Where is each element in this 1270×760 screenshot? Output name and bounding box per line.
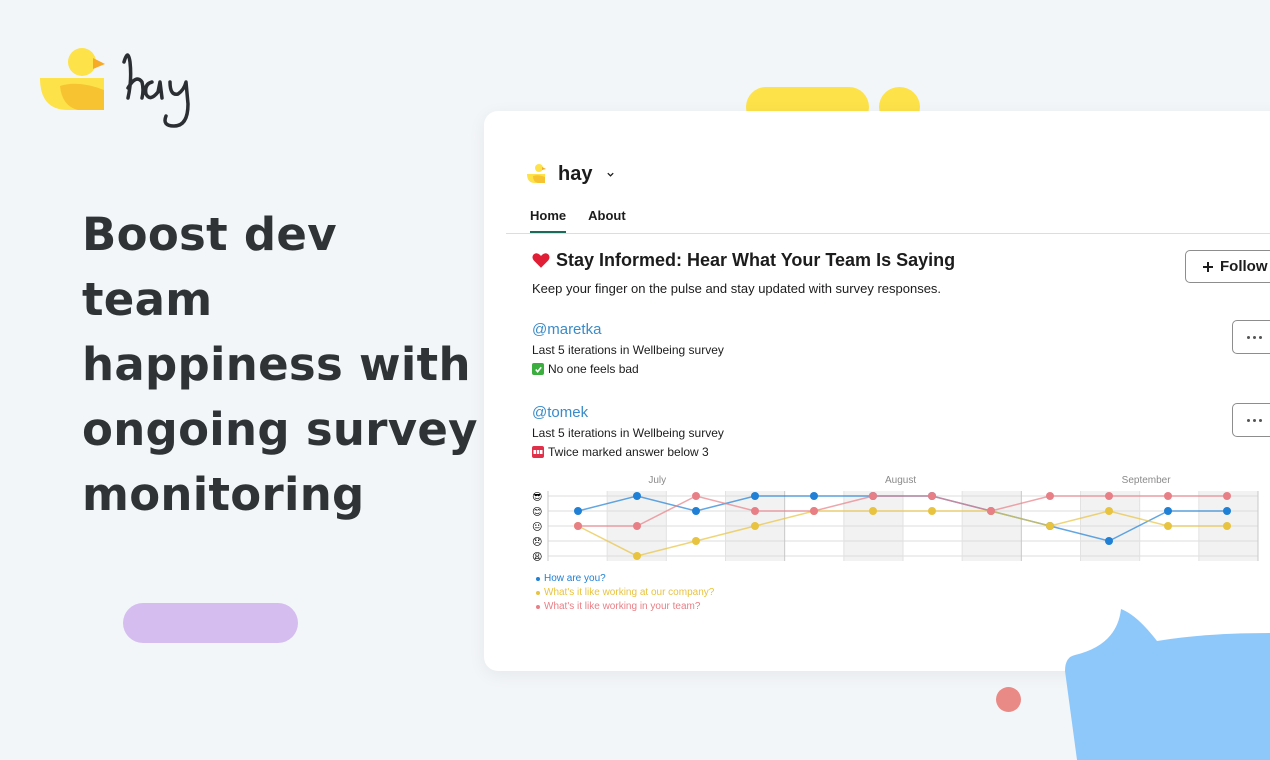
decor-speech-bubble: [1065, 609, 1270, 760]
section-title-text: Stay Informed: Hear What Your Team Is Sa…: [556, 250, 956, 270]
ellipsis-icon: [1247, 418, 1250, 422]
legend-label: How are you?: [544, 573, 606, 584]
chart-point: [1164, 492, 1172, 500]
duck-icon: [40, 48, 105, 110]
duck-icon: [527, 164, 546, 183]
chart-point: [692, 537, 700, 545]
legend-dot: [536, 591, 540, 595]
legend-item: What's it like working at our company?: [536, 586, 714, 600]
app-card: hay Home About Stay Informed: Hear What …: [484, 111, 1270, 671]
check-icon: [532, 363, 544, 375]
chart-point: [692, 492, 700, 500]
legend-item: What's it like working in your team?: [536, 600, 714, 614]
heart-icon: [532, 253, 550, 268]
chart-point: [869, 507, 877, 515]
entry-status-text: Twice marked answer below 3: [548, 445, 709, 459]
chart-point: [810, 507, 818, 515]
app-name: hay: [558, 162, 593, 185]
chart-point: [987, 507, 995, 515]
chart-point: [810, 492, 818, 500]
chart-point: [1164, 522, 1172, 530]
chart-point: [692, 507, 700, 515]
entry-status-text: No one feels bad: [548, 362, 639, 376]
chart-point: [928, 492, 936, 500]
legend-dot: [536, 605, 540, 609]
user-link-maretka[interactable]: @maretka: [532, 321, 602, 338]
user-link-tomek[interactable]: @tomek: [532, 404, 589, 421]
legend-label: What's it like working at our company?: [544, 587, 715, 598]
chart-point: [869, 492, 877, 500]
legend-item: How are you?: [536, 572, 714, 586]
chart-point: [1105, 537, 1113, 545]
entry-status: No one feels bad: [532, 362, 724, 376]
chart-month-label: August: [885, 475, 916, 486]
entry-description: Last 5 iterations in Wellbeing survey: [532, 426, 724, 440]
legend-dot: [536, 577, 540, 581]
legend-label: What's it like working in your team?: [544, 601, 701, 612]
survey-line-chart: July August September 😎 😊 😐 😞 😩: [532, 475, 1259, 563]
chart-point: [633, 492, 641, 500]
decor-red-dot: [996, 687, 1021, 712]
chart-y-tick: 😞: [532, 537, 542, 548]
chart-point: [751, 492, 759, 500]
follow-button[interactable]: Follow: [1185, 250, 1270, 283]
chart-point: [1105, 507, 1113, 515]
chart-series-line-2: [578, 495, 1227, 527]
chart-point: [633, 522, 641, 530]
chart-point: [928, 507, 936, 515]
workspace-switcher[interactable]: hay: [526, 159, 615, 189]
more-options-button[interactable]: [1232, 320, 1270, 354]
chart-y-tick: 😩: [532, 552, 542, 563]
sos-icon: [532, 446, 544, 458]
chart-point: [751, 522, 759, 530]
chart-point: [1223, 507, 1231, 515]
chart-y-tick: 😐: [532, 522, 542, 533]
chart-legend: How are you? What's it like working at ou…: [536, 572, 714, 614]
chart-point: [574, 522, 582, 530]
more-options-button[interactable]: [1232, 403, 1270, 437]
chart-series-line-1: [577, 510, 1227, 557]
headline: Boost dev team happiness with ongoing su…: [82, 208, 478, 521]
chart-point: [1164, 507, 1172, 515]
section-title: Stay Informed: Hear What Your Team Is Sa…: [532, 250, 955, 271]
tab-bar: Home About: [530, 208, 626, 233]
tab-about[interactable]: About: [588, 208, 626, 223]
entry-status: Twice marked answer below 3: [532, 445, 724, 459]
chart-point: [633, 552, 641, 560]
chart-month-label: September: [1122, 475, 1172, 486]
chart-point: [751, 507, 759, 515]
chevron-down-icon: [607, 172, 615, 177]
chart-y-tick: 😊: [532, 507, 542, 518]
follow-label: Follow: [1220, 258, 1268, 275]
ellipsis-icon: [1247, 335, 1250, 339]
chart-month-label: July: [648, 475, 666, 486]
chart-y-tick: 😎: [532, 492, 542, 503]
tab-divider: [506, 233, 1270, 234]
chart-point: [1105, 492, 1113, 500]
chart-point: [574, 507, 582, 515]
list-item: @maretka Last 5 iterations in Wellbeing …: [532, 321, 724, 376]
list-item: @tomek Last 5 iterations in Wellbeing su…: [532, 404, 724, 459]
section-subtitle: Keep your finger on the pulse and stay u…: [532, 281, 942, 296]
decor-purple-pill: [123, 603, 298, 643]
entry-description: Last 5 iterations in Wellbeing survey: [532, 343, 724, 357]
chart-point: [1223, 522, 1231, 530]
chart-point: [1046, 522, 1054, 530]
tab-home[interactable]: Home: [530, 208, 567, 233]
chart-point: [1046, 492, 1054, 500]
chart-point: [1223, 492, 1231, 500]
brand-logo: [40, 48, 190, 128]
plus-icon: [1203, 261, 1213, 272]
